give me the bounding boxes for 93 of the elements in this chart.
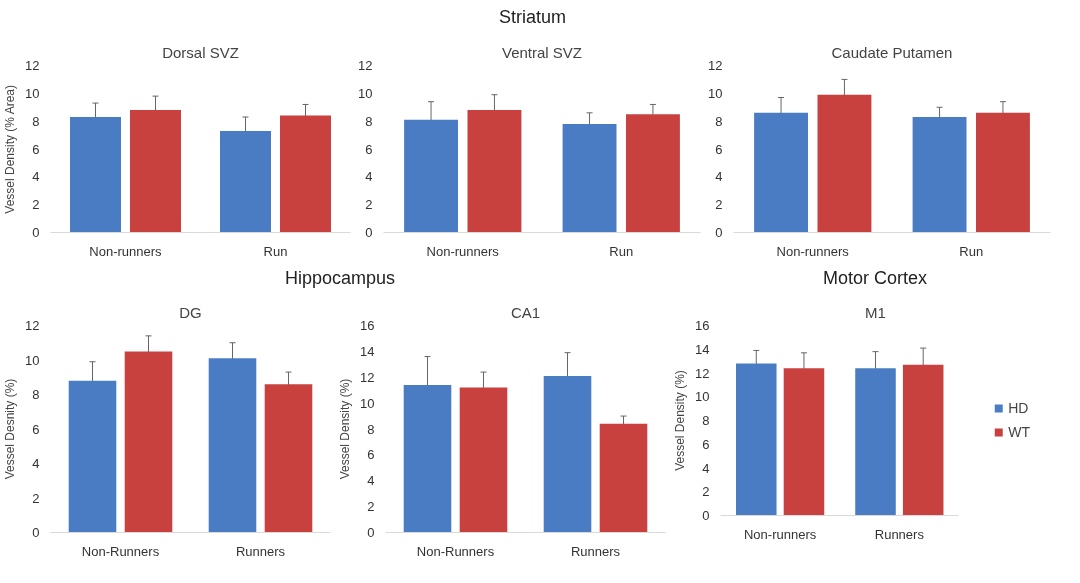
x-tick-label: Non-runners [89,243,163,259]
y-tick-label: 10 [25,352,40,368]
bar [68,381,117,533]
x-tick-label: Run [609,243,634,259]
text: Hippocampus [284,266,396,290]
x-tick-label: Non-runners [776,243,850,259]
x-tick-label: Run [959,243,984,259]
y-tick-label: 0 [715,224,723,240]
y-tick-label: 10 [358,85,373,101]
y-tick-label: 0 [32,525,40,541]
y-tick-label: 2 [715,196,723,212]
y-tick-label: 16 [695,318,710,334]
y-tick-label: 2 [365,196,373,212]
y-tick-label: 8 [365,113,373,129]
y-axis-title: Vessel Density (% Area) [3,84,18,214]
chart-title: DG [179,303,202,321]
y-tick-label: 10 [708,85,723,101]
bar [403,385,452,533]
y-axis-title: Vessel Density (%) [673,370,688,472]
bar [280,115,331,233]
y-tick-label: 16 [360,318,375,334]
y-tick-label: 4 [715,169,723,185]
y-tick-label: 12 [360,370,375,386]
y-tick-label: 4 [32,456,40,472]
y-tick-label: 14 [695,342,710,358]
y-tick-label: 0 [32,224,40,240]
y-tick-label: 12 [358,57,373,73]
bar [754,112,808,233]
y-tick-label: 12 [25,57,40,73]
chart-title: Ventral SVZ [501,43,583,61]
y-tick-label: 6 [367,447,375,463]
y-tick-label: 10 [25,85,40,101]
bar [130,109,181,233]
y-tick-label: 8 [715,113,723,129]
x-tick-label: Non-runners [743,526,817,542]
bar [404,119,458,233]
bar [467,109,522,233]
y-tick-label: 6 [702,437,710,453]
bar [208,358,257,533]
y-tick-label: 12 [25,318,40,334]
y-tick-label: 4 [32,169,40,185]
bar [70,116,121,233]
y-tick-label: 8 [702,413,710,429]
y-tick-label: 4 [367,473,375,489]
bar [220,130,271,233]
bar [626,113,680,233]
bar [124,351,173,533]
chart-title: Caudate Putamen [831,43,953,61]
x-tick-label: Run [263,243,288,259]
bar [817,94,872,233]
y-tick-label: 6 [365,141,373,157]
bar [543,376,592,533]
y-tick-label: 12 [695,365,710,381]
bar [562,123,617,233]
legend-label: HD [1008,400,1029,417]
y-tick-label: 6 [32,141,40,157]
x-tick-label: Runners [235,543,286,559]
y-tick-label: 8 [32,387,40,403]
y-tick-label: 8 [367,421,375,437]
x-tick-label: Runners [570,543,621,559]
legend-label: WT [1008,424,1030,441]
x-tick-label: Non-Runners [416,543,495,559]
y-axis-title: Vessel Density (%) [338,379,353,480]
y-tick-label: 6 [32,421,40,437]
y-axis-title: Vessel Desnity (%) [3,379,18,480]
y-tick-label: 10 [695,389,710,405]
text: Motor Cortex [822,266,928,290]
y-tick-label: 2 [702,484,710,500]
bar [912,116,967,233]
y-tick-label: 10 [360,396,375,412]
y-tick-label: 6 [715,141,723,157]
x-tick-label: Non-runners [426,243,500,259]
y-tick-label: 4 [702,460,710,476]
y-tick-label: 8 [32,113,40,129]
x-tick-label: Non-Runners [81,543,160,559]
y-tick-label: 0 [367,525,375,541]
bar [459,388,508,533]
y-tick-label: 14 [360,344,375,360]
bar [599,424,648,533]
chart-title: CA1 [510,303,541,321]
y-tick-label: 2 [32,490,40,506]
x-tick-label: Runners [874,526,925,542]
y-tick-label: 4 [365,169,373,185]
chart-title: M1 [865,303,886,321]
y-tick-label: 12 [708,57,723,73]
bar [976,112,1030,233]
chart-title: Dorsal SVZ [162,43,239,61]
text: Striatum [498,6,567,29]
y-tick-label: 0 [365,224,373,240]
y-tick-label: 2 [32,196,40,212]
y-tick-label: 2 [367,499,375,515]
bar [264,384,313,533]
y-tick-label: 0 [702,508,710,524]
